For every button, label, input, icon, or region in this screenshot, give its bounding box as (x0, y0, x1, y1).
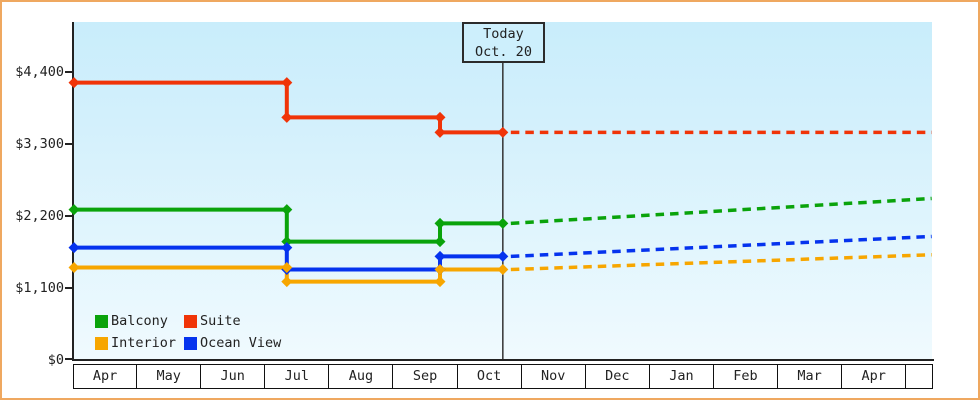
legend-item-interior: Interior (95, 335, 184, 351)
legend-item-ocean-view: Ocean View (184, 335, 281, 351)
month-cell: Oct (457, 364, 522, 389)
month-cell: Dec (585, 364, 650, 389)
legend-label: Suite (200, 313, 241, 329)
legend-label: Ocean View (200, 335, 282, 351)
ocean-view-swatch-icon (184, 336, 197, 350)
today-marker-line1: Today (483, 26, 524, 42)
today-marker-line2: Oct. 20 (475, 44, 532, 60)
legend-item-balcony: Balcony (95, 313, 184, 329)
y-tick (65, 71, 73, 73)
y-axis-label: $4,400 (15, 64, 64, 80)
suite-swatch-icon (184, 314, 197, 328)
y-tick (65, 287, 73, 289)
legend-row: Interior Ocean View (95, 335, 281, 351)
legend: Balcony Suite Interior Ocean View (95, 313, 281, 357)
month-cell: May (137, 364, 202, 389)
y-tick (65, 215, 73, 217)
month-cell-blank (906, 364, 934, 389)
x-axis-month-row: Apr May Jun Jul Aug Sep Oct Nov Dec Jan … (73, 364, 934, 389)
interior-swatch-icon (95, 336, 108, 350)
month-cell: Jan (649, 364, 714, 389)
legend-label: Interior (111, 335, 177, 351)
y-axis-line (72, 22, 74, 361)
balcony-swatch-icon (95, 314, 108, 328)
month-cell: Feb (713, 364, 779, 389)
x-axis-line (72, 359, 934, 361)
plot-background (74, 22, 932, 359)
y-tick (65, 358, 73, 360)
month-cell: Sep (393, 364, 458, 389)
y-axis-label: $0 (47, 352, 64, 368)
y-axis-label: $2,200 (15, 208, 64, 224)
month-cell: Nov (521, 364, 586, 389)
month-cell: Jul (265, 364, 330, 389)
y-axis-label: $3,300 (15, 136, 64, 152)
y-tick (65, 143, 73, 145)
legend-item-suite: Suite (184, 313, 241, 329)
month-cell: Jun (201, 364, 266, 389)
y-axis-label: $1,100 (15, 280, 64, 296)
legend-label: Balcony (111, 313, 168, 329)
month-cell: Mar (778, 364, 843, 389)
legend-row: Balcony Suite (95, 313, 281, 329)
month-cell: Aug (329, 364, 394, 389)
month-cell: Apr (842, 364, 907, 389)
today-marker-box: Today Oct. 20 (462, 22, 545, 63)
month-cell: Apr (73, 364, 138, 389)
